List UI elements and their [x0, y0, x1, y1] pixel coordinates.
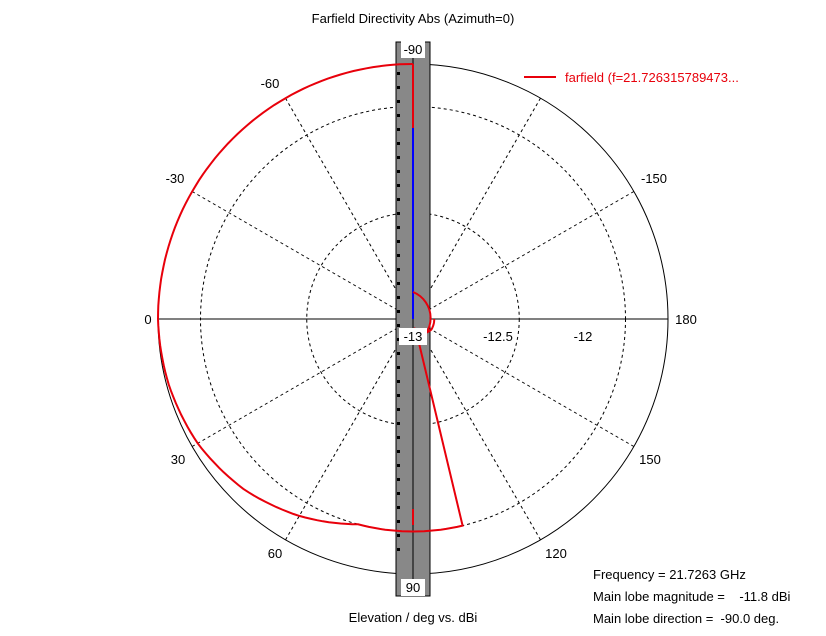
bar-tick — [397, 72, 400, 75]
bar-tick — [397, 170, 400, 173]
bar-tick — [397, 380, 400, 383]
bar-tick — [397, 86, 400, 89]
grid-spoke — [285, 97, 414, 320]
bar-tick — [397, 324, 400, 327]
bar-tick — [397, 394, 400, 397]
grid-spoke — [412, 97, 541, 320]
bar-tick — [397, 548, 400, 551]
angle-tick-label: 0 — [144, 312, 151, 327]
bar-tick — [397, 422, 400, 425]
bar-tick — [397, 282, 400, 285]
bar-tick — [397, 142, 400, 145]
bar-tick — [397, 450, 400, 453]
angle-tick-label: -150 — [641, 171, 667, 186]
bar-tick — [397, 198, 400, 201]
angle-tick-label: 120 — [545, 546, 567, 561]
chart-title: Farfield Directivity Abs (Azimuth=0) — [312, 11, 515, 26]
main-lobe-direction: Main lobe direction = -90.0 deg. — [593, 611, 780, 626]
grid-spoke — [191, 191, 414, 320]
legend: farfield (f=21.726315789473... — [524, 70, 739, 85]
grid-spoke — [412, 191, 635, 320]
tick-label-box — [401, 41, 425, 58]
bar-tick — [397, 240, 400, 243]
bar-tick — [397, 506, 400, 509]
angle-tick-label: 90 — [406, 580, 420, 595]
tick-label-box — [401, 579, 425, 596]
legend-label: farfield (f=21.726315789473... — [565, 70, 739, 85]
bar-tick — [397, 296, 400, 299]
bar-tick — [397, 366, 400, 369]
angle-tick-label: -60 — [261, 76, 280, 91]
bar-tick — [397, 212, 400, 215]
bar-tick — [397, 254, 400, 257]
radial-tick-label: -12 — [574, 329, 593, 344]
angle-tick-label: 180 — [675, 312, 697, 327]
grid-spoke — [412, 318, 635, 447]
bar-tick — [397, 184, 400, 187]
bar-tick — [397, 492, 400, 495]
bar-tick — [397, 100, 400, 103]
bar-tick — [397, 338, 400, 341]
bar-tick — [397, 268, 400, 271]
radial-tick-label: -13 — [404, 329, 423, 344]
grid-spoke — [285, 318, 414, 541]
angle-tick-label: -30 — [166, 171, 185, 186]
bar-tick — [397, 156, 400, 159]
tick-label-box — [399, 328, 427, 345]
bar-tick — [397, 408, 400, 411]
bar-tick — [397, 226, 400, 229]
frequency-readout: Frequency = 21.7263 GHz — [593, 567, 746, 582]
main-lobe-magnitude: Main lobe magnitude = -11.8 dBi — [593, 589, 791, 604]
radial-tick-label: -12.5 — [483, 329, 513, 344]
bar-tick — [397, 520, 400, 523]
tick-labels: -90 -60 -30 0 30 60 90 120 150 180 -150 -13 -12.5 -12 — [144, 41, 697, 596]
direction-bar — [395, 41, 431, 597]
bar-tick — [397, 128, 400, 131]
x-axis-label: Elevation / deg vs. dBi — [349, 610, 478, 625]
grid-spoke — [191, 318, 414, 447]
bar-tick — [397, 352, 400, 355]
grid-spoke — [412, 318, 541, 541]
bar-tick — [397, 114, 400, 117]
bar-tick — [397, 310, 400, 313]
angle-tick-label: 60 — [268, 546, 282, 561]
bar-tick — [397, 436, 400, 439]
angle-tick-label: 30 — [171, 452, 185, 467]
angle-tick-label: -90 — [404, 42, 423, 57]
bar-tick — [397, 534, 400, 537]
bar-tick — [397, 464, 400, 467]
angle-tick-label: 150 — [639, 452, 661, 467]
bar-tick — [397, 478, 400, 481]
